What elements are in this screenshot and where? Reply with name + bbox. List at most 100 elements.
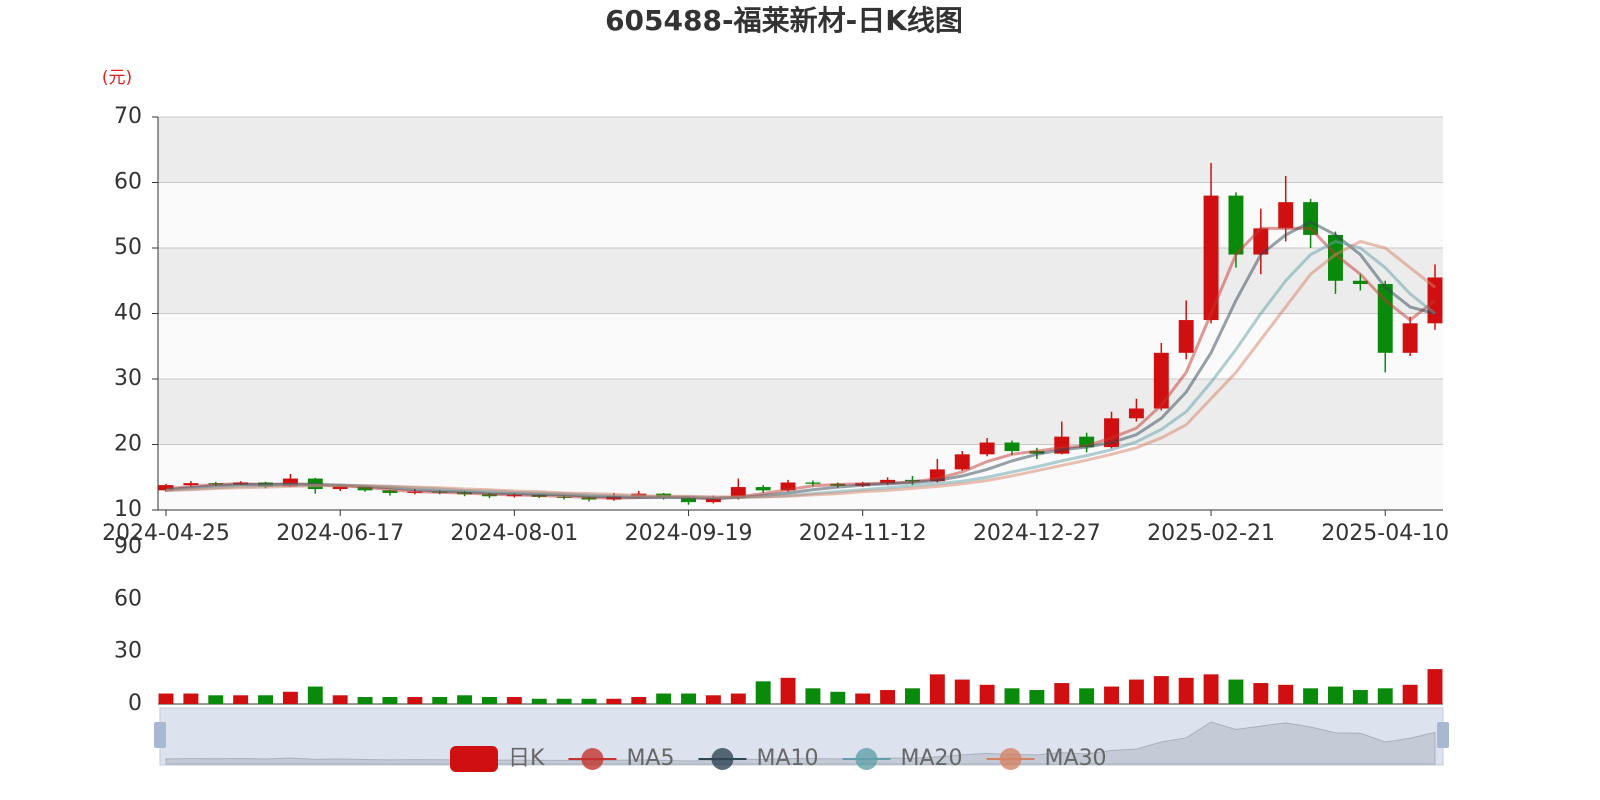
volume-bar bbox=[855, 693, 871, 704]
volume-bar bbox=[1328, 686, 1343, 704]
candle-body bbox=[1278, 202, 1294, 229]
volume-bar bbox=[905, 688, 920, 704]
candle-body bbox=[880, 479, 896, 484]
volume-bar bbox=[805, 688, 821, 704]
volume-bar bbox=[705, 695, 721, 704]
volume-bar bbox=[1203, 674, 1219, 704]
candle-body bbox=[1004, 442, 1020, 452]
legend-swatch bbox=[999, 748, 1022, 770]
volume-bar bbox=[307, 686, 323, 704]
volume-bar bbox=[233, 695, 249, 704]
y-tick-label: 30 bbox=[114, 366, 142, 391]
legend-label: MA30 bbox=[1045, 746, 1107, 771]
slider-handle-right[interactable] bbox=[1437, 722, 1449, 748]
candle-body bbox=[1178, 320, 1194, 353]
legend-swatch bbox=[581, 748, 604, 770]
candle-body bbox=[183, 483, 199, 486]
y-tick-label: 70 bbox=[114, 104, 142, 129]
volume-bar bbox=[457, 695, 473, 704]
volume-bar bbox=[282, 691, 298, 704]
x-tick-label: 2024-11-12 bbox=[799, 521, 927, 546]
legend-label: 日K bbox=[508, 746, 545, 771]
legend-item[interactable]: 日K bbox=[450, 746, 545, 772]
legend-item[interactable]: MA5 bbox=[568, 746, 674, 771]
split-area bbox=[158, 248, 1443, 314]
ma-line bbox=[165, 239, 1436, 499]
volume-bar bbox=[1228, 679, 1244, 704]
volume-bar bbox=[1402, 684, 1418, 704]
candle-body bbox=[929, 469, 945, 482]
legend-swatch bbox=[450, 746, 498, 772]
candle-body bbox=[1203, 195, 1219, 321]
legend-item[interactable]: MA20 bbox=[842, 746, 963, 771]
candle-body bbox=[780, 482, 796, 491]
volume-bar bbox=[1427, 669, 1443, 704]
y-axis-unit: (元) bbox=[102, 68, 132, 88]
volume-bar bbox=[581, 698, 597, 704]
legend-label: MA5 bbox=[626, 746, 674, 771]
candle-body bbox=[1253, 228, 1269, 255]
y-tick-label: 10 bbox=[114, 497, 142, 522]
candle-body bbox=[979, 442, 995, 455]
candle-body bbox=[1153, 352, 1169, 409]
volume-bar bbox=[1029, 690, 1045, 704]
volume-bar bbox=[1004, 688, 1020, 704]
candle-body bbox=[755, 487, 771, 491]
volume-bar bbox=[506, 697, 522, 704]
split-area bbox=[158, 379, 1443, 445]
volume-bar bbox=[656, 693, 672, 704]
volume-bar bbox=[681, 693, 696, 704]
volume-bar bbox=[880, 690, 896, 704]
legend-label: MA20 bbox=[901, 746, 963, 771]
candle-body bbox=[1352, 280, 1368, 285]
volume-bar bbox=[158, 693, 174, 704]
volume-bar bbox=[1054, 683, 1070, 704]
candle-body bbox=[730, 487, 746, 499]
y-tick-label: 20 bbox=[114, 432, 142, 457]
volume-bar bbox=[1153, 676, 1169, 704]
candle-body bbox=[332, 486, 348, 490]
legend-item[interactable]: MA10 bbox=[698, 746, 819, 771]
split-area bbox=[158, 313, 1443, 379]
volume-bar bbox=[830, 691, 846, 704]
volume-bar bbox=[357, 697, 373, 704]
candle-body bbox=[382, 490, 398, 493]
candle-body bbox=[681, 497, 696, 503]
volume-tick-label: 0 bbox=[128, 691, 142, 716]
legend-swatch bbox=[711, 748, 734, 770]
legend-swatch bbox=[855, 748, 878, 770]
candle-body bbox=[1228, 195, 1244, 255]
volume-bar bbox=[606, 698, 622, 704]
legend-item[interactable]: MA30 bbox=[986, 746, 1107, 771]
volume-bar bbox=[407, 697, 423, 704]
volume-bar bbox=[432, 697, 448, 704]
volume-bar bbox=[1128, 679, 1144, 704]
volume-bar bbox=[1253, 683, 1269, 704]
volume-bar bbox=[258, 695, 273, 704]
volume-bar bbox=[531, 698, 547, 704]
volume-tick-label: 90 bbox=[114, 534, 142, 559]
grid-bands bbox=[158, 117, 1443, 510]
x-tick-label: 2024-06-17 bbox=[276, 521, 404, 546]
y-tick-label: 40 bbox=[114, 301, 142, 326]
volume-tick-label: 30 bbox=[114, 639, 142, 664]
x-tick-label: 2024-12-27 bbox=[973, 521, 1101, 546]
x-tick-label: 2025-04-10 bbox=[1321, 521, 1449, 546]
volume-bar bbox=[755, 681, 771, 704]
split-area bbox=[158, 117, 1443, 183]
volume-bar bbox=[1377, 688, 1393, 704]
x-tick-label: 2024-09-19 bbox=[625, 521, 753, 546]
split-area bbox=[158, 444, 1443, 510]
volume-bar bbox=[1104, 686, 1119, 704]
candle-body bbox=[1328, 234, 1343, 281]
slider-handle-left[interactable] bbox=[154, 722, 166, 748]
volume-bar bbox=[730, 693, 746, 704]
candle-body bbox=[1128, 408, 1144, 419]
candle-body bbox=[1303, 202, 1319, 235]
volume-bar bbox=[332, 695, 348, 704]
x-tick-label: 2024-04-25 bbox=[102, 521, 230, 546]
candle-body bbox=[1079, 436, 1095, 448]
x-tick-label: 2025-02-21 bbox=[1147, 521, 1275, 546]
